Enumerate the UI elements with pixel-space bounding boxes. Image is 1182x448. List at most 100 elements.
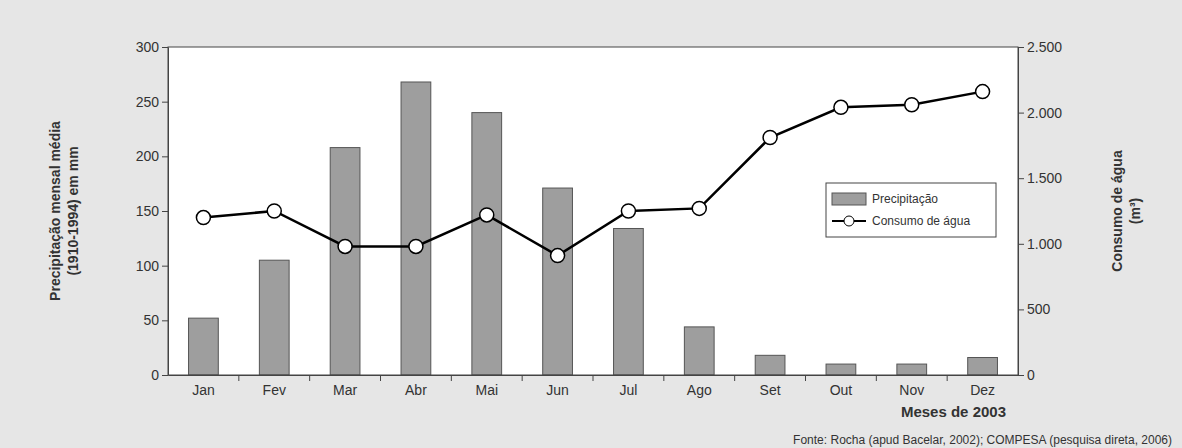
bar (543, 188, 573, 375)
marker (621, 204, 635, 218)
x-tick: Mar (333, 375, 357, 398)
y-tick: 100 (136, 258, 168, 274)
bar (755, 355, 785, 375)
bar (472, 113, 502, 375)
x-separator (593, 375, 594, 381)
y2-tick-label: 500 (1027, 301, 1051, 317)
legend-marker (844, 216, 854, 226)
legend-box (826, 183, 996, 237)
marker (267, 204, 281, 218)
x-separator (522, 375, 523, 381)
y2-tick: 2.500 (1018, 39, 1062, 55)
y2-tick-label: 2.500 (1027, 39, 1062, 55)
y2-tick: 0 (1018, 367, 1035, 383)
marker (196, 211, 210, 225)
x-tick: Nov (899, 375, 924, 398)
y2-tick-mark (1018, 244, 1024, 245)
chart: JanFevMarAbrMaiJunJulAgoSetOutNovDez0501… (0, 0, 1182, 448)
y-tick: 0 (151, 367, 168, 383)
x-separator (451, 375, 452, 381)
bar (401, 82, 431, 375)
x-tick: Abr (405, 375, 427, 398)
x-separator (734, 375, 735, 381)
bar (189, 318, 219, 375)
y2-tick-mark (1018, 309, 1024, 310)
x-tick-label: Jan (192, 382, 215, 398)
x-tick: Mai (475, 375, 498, 398)
marker (480, 208, 494, 222)
x-tick-label: Abr (405, 382, 427, 398)
bar (330, 148, 360, 375)
y2-tick: 2.000 (1018, 105, 1062, 121)
y-tick-mark (162, 156, 168, 157)
bar (968, 358, 998, 375)
marker (763, 131, 777, 145)
y2-axis-title-line: Consumo de água (1109, 150, 1125, 272)
x-tick-label: Ago (687, 382, 712, 398)
y2-tick-mark (1018, 47, 1024, 48)
x-separator (947, 375, 948, 381)
legend-label: Consumo de água (872, 214, 970, 228)
bar (826, 364, 856, 375)
legend-label: Precipitação (872, 192, 938, 206)
y2-tick: 1.500 (1018, 170, 1062, 186)
x-tick: Ago (687, 375, 712, 398)
bar (684, 327, 714, 375)
x-separator (876, 375, 877, 381)
x-tick-label: Nov (899, 382, 924, 398)
y-tick-mark (162, 375, 168, 376)
x-tick-label: Jun (546, 382, 569, 398)
x-axis: JanFevMarAbrMaiJunJulAgoSetOutNovDez (169, 375, 1019, 398)
x-tick: Jan (192, 375, 215, 398)
y-tick-mark (162, 102, 168, 103)
marker (409, 239, 423, 253)
marker (905, 98, 919, 112)
x-tick: Set (760, 375, 781, 398)
y-tick-mark (162, 320, 168, 321)
y2-tick-mark (1018, 375, 1024, 376)
bar (614, 228, 644, 375)
y-axis-title: Precipitação mensal média(1910-1994) em … (47, 121, 81, 301)
marker (834, 100, 848, 114)
y-tick-label: 100 (136, 258, 160, 274)
y-tick-mark (162, 211, 168, 212)
x-tick-label: Out (830, 382, 853, 398)
y2-axis-line (1018, 48, 1019, 376)
y2-tick-mark (1018, 178, 1024, 179)
y-tick-label: 50 (143, 312, 159, 328)
y-tick-label: 0 (151, 367, 159, 383)
legend-item: Consumo de água (832, 214, 970, 228)
x-tick: Fev (263, 375, 286, 398)
y2-axis-title-line: (m³) (1127, 198, 1143, 224)
y2-tick: 500 (1018, 301, 1051, 317)
y-tick-label: 300 (136, 39, 160, 55)
plot-frame (168, 47, 1018, 375)
bar (897, 364, 927, 375)
y-axis-title-line: Precipitação mensal média (47, 121, 63, 301)
y-tick-mark (162, 266, 168, 267)
legend-swatch (832, 193, 866, 205)
y2-axis-title: Consumo de água(m³) (1109, 150, 1143, 272)
x-tick-label: Mar (333, 382, 357, 398)
y-axis-line (168, 48, 169, 376)
marker (338, 239, 352, 253)
x-tick-label: Dez (970, 382, 995, 398)
y2-tick-label: 1.500 (1027, 170, 1062, 186)
source-note: Fonte: Rocha (apud Bacelar, 2002); COMPE… (793, 433, 1172, 447)
y2-axis: 05001.0001.5002.0002.500 (1018, 39, 1062, 383)
x-tick: Out (830, 375, 853, 398)
legend-item: Precipitação (832, 192, 938, 206)
y-tick: 300 (136, 39, 168, 55)
y-tick-label: 150 (136, 203, 160, 219)
marker (692, 201, 706, 215)
x-tick-label: Set (760, 382, 781, 398)
y2-tick-label: 0 (1027, 367, 1035, 383)
y-axis-title-line: (1910-1994) em mm (65, 146, 81, 275)
x-separator (663, 375, 664, 381)
y-tick: 50 (143, 312, 168, 328)
bar (259, 260, 289, 375)
marks (189, 82, 998, 375)
y-tick: 150 (136, 203, 168, 219)
legend: Precipitação Consumo de água (826, 183, 996, 237)
plot: JanFevMarAbrMaiJunJulAgoSetOutNovDez0501… (136, 39, 1063, 398)
